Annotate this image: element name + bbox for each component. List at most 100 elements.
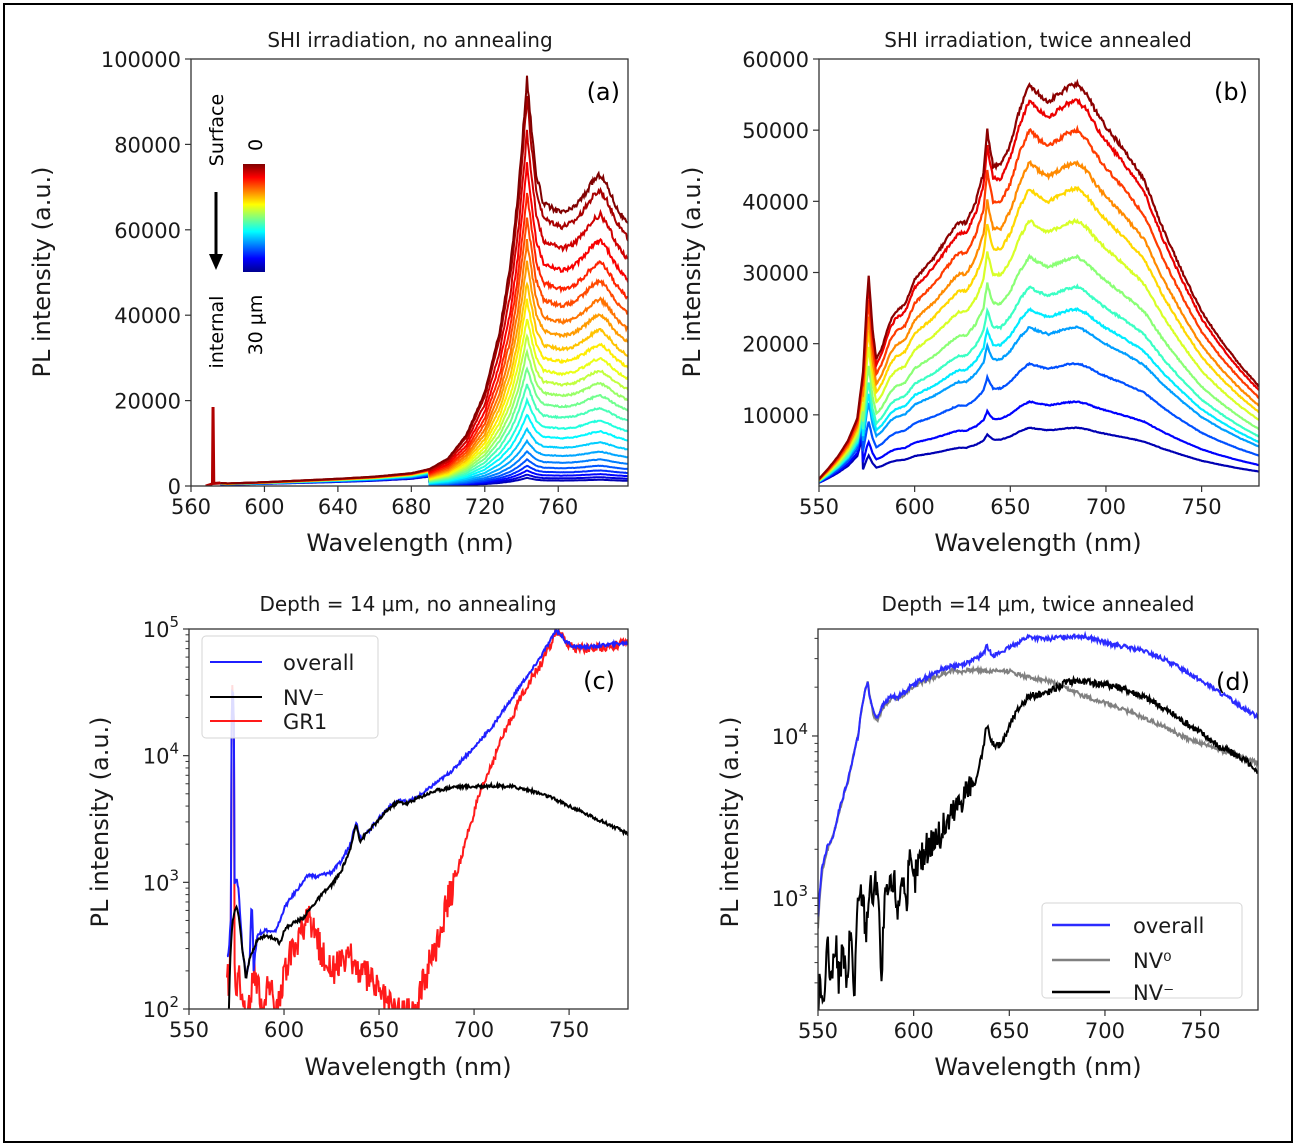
- panel-d-x-ticks: 550 600 650 700 750: [798, 1010, 1221, 1043]
- y-tick-label: 104: [772, 720, 808, 749]
- x-tick-label: 650: [989, 1019, 1029, 1043]
- y-tick-label: 50000: [742, 119, 809, 143]
- panel-a-axes-frame: [190, 58, 629, 487]
- panel-d-plot-area: [818, 630, 1258, 1010]
- panel-b: SHI irradiation, twice annealed 550 600 65…: [678, 28, 1260, 557]
- panel-d-legend-box: [1041, 902, 1243, 999]
- depth-spectrum-line: [819, 306, 1259, 483]
- depth-spectrum-line: [819, 361, 1259, 484]
- panel-b-x-ticks: 550 600 650 700 750: [799, 486, 1222, 519]
- panel-c: Depth = 14 μm, no annealing 550 600 650 700…: [86, 592, 629, 1081]
- depth-spectrum-line: [819, 124, 1259, 481]
- panel-b-x-label: Wavelength (nm): [934, 529, 1141, 557]
- panel-c-y-ticks: 102 103 104 105: [143, 613, 189, 1022]
- y-tick-label: 10000: [742, 404, 809, 428]
- panel-c-legend: overall NV⁻ GR1: [201, 635, 379, 739]
- x-tick-label: 650: [359, 1018, 399, 1042]
- y-tick-label: 102: [143, 993, 179, 1022]
- legend-label-nv-minus: NV⁻: [1133, 981, 1174, 1005]
- depth-spectrum-line: [220, 192, 628, 485]
- depth-arrow-head-icon: [209, 254, 223, 270]
- colorbar-bottom-label: 30 μm: [245, 295, 267, 356]
- panel-c-x-ticks: 550 600 650 700 750: [169, 1009, 589, 1042]
- panel-a-title: SHI irradiation, no annealing: [267, 28, 552, 52]
- legend-label-overall: overall: [1133, 914, 1204, 938]
- panel-d-y-label: PL intensity (a.u.): [716, 716, 744, 927]
- panel-b-plot-area: [819, 78, 1259, 484]
- depth-spectrum-line: [819, 399, 1259, 484]
- depth-spectrum-line: [819, 185, 1259, 481]
- panel-d-title: Depth =14 μm, twice annealed: [882, 592, 1195, 616]
- x-tick-label: 650: [990, 495, 1030, 519]
- y-tick-label: 105: [143, 613, 179, 642]
- legend-label-gr1: GR1: [283, 710, 327, 734]
- x-tick-label: 720: [465, 495, 505, 519]
- panel-a-label: (a): [587, 78, 620, 106]
- x-tick-label: 560: [171, 495, 211, 519]
- nv0-spectrum-line: [818, 664, 1258, 929]
- panel-d-axes-frame: [817, 628, 1259, 1011]
- y-tick-label: 80000: [114, 133, 181, 157]
- x-tick-label: 600: [894, 1019, 934, 1043]
- panel-c-y-label: PL intensity (a.u.): [86, 716, 114, 927]
- panel-a: SHI irradiation, no annealing 560 600 640 6…: [28, 28, 629, 557]
- panel-c-label: (c): [583, 667, 615, 695]
- x-tick-label: 600: [264, 1018, 304, 1042]
- depth-spectrum-line: [220, 129, 628, 485]
- depth-spectrum-line: [819, 426, 1259, 484]
- depth-spectrum-line: [819, 253, 1259, 482]
- overall-spectrum-line: [226, 629, 628, 978]
- panel-a-plot-area: [205, 75, 628, 486]
- y-tick-label: 60000: [114, 219, 181, 243]
- panel-d-x-label: Wavelength (nm): [934, 1053, 1141, 1081]
- panel-a-y-label: PL intensity (a.u.): [28, 166, 56, 377]
- x-tick-label: 600: [244, 495, 284, 519]
- depth-spectrum-line: [819, 98, 1259, 480]
- depth-spectrum-line: [819, 159, 1259, 481]
- y-tick-label: 20000: [114, 390, 181, 414]
- panel-c-x-label: Wavelength (nm): [304, 1053, 511, 1081]
- depth-spectrum-line: [220, 95, 628, 485]
- x-tick-label: 760: [538, 495, 578, 519]
- x-tick-label: 600: [895, 495, 935, 519]
- y-tick-label: 103: [143, 866, 179, 895]
- x-tick-label: 700: [1085, 1019, 1125, 1043]
- depth-spectrum-line: [220, 318, 628, 485]
- panel-a-x-label: Wavelength (nm): [306, 529, 513, 557]
- x-tick-label: 700: [1086, 495, 1126, 519]
- x-tick-label: 640: [318, 495, 358, 519]
- arrow-top-label: Surface: [206, 94, 228, 166]
- y-tick-label: 30000: [742, 262, 809, 286]
- panel-c-plot-area: [226, 629, 628, 1009]
- depth-colorbar: 0 30 μm Surface internal: [206, 94, 267, 369]
- x-tick-label: 550: [799, 495, 839, 519]
- legend-label-overall: overall: [283, 651, 354, 675]
- panel-d-legend: overall NV⁰ NV⁻: [1041, 902, 1243, 1005]
- panel-b-y-label: PL intensity (a.u.): [678, 166, 706, 377]
- panel-c-axes-frame: [188, 628, 629, 1010]
- panel-d: Depth =14 μm, twice annealed 550 600 650 70…: [716, 592, 1259, 1081]
- x-tick-label: 550: [798, 1019, 838, 1043]
- depth-spectrum-line: [220, 75, 628, 485]
- x-tick-label: 750: [1181, 1019, 1221, 1043]
- y-tick-label: 40000: [742, 190, 809, 214]
- panel-b-title: SHI irradiation, twice annealed: [884, 28, 1192, 52]
- panel-b-label: (b): [1214, 78, 1248, 106]
- raman-peak-line: [205, 406, 221, 486]
- legend-label-nv-minus: NV⁻: [283, 686, 324, 710]
- y-tick-label: 20000: [742, 333, 809, 357]
- colorbar-top-label: 0: [245, 139, 267, 151]
- colorbar-gradient: [243, 164, 265, 272]
- y-tick-label: 100000: [101, 48, 181, 72]
- y-tick-label: 103: [772, 882, 808, 911]
- nv-minus-spectrum-line: [818, 674, 1258, 1010]
- x-tick-label: 750: [1182, 495, 1222, 519]
- legend-label-nv0: NV⁰: [1133, 949, 1172, 973]
- overall-spectrum-line: [818, 630, 1258, 917]
- panel-b-y-ticks: 10000 20000 30000 40000 50000 60000: [742, 48, 819, 428]
- x-tick-label: 750: [549, 1018, 589, 1042]
- nv-minus-spectrum-line: [227, 780, 628, 1009]
- y-tick-label: 40000: [114, 304, 181, 328]
- y-tick-label: 104: [143, 740, 179, 769]
